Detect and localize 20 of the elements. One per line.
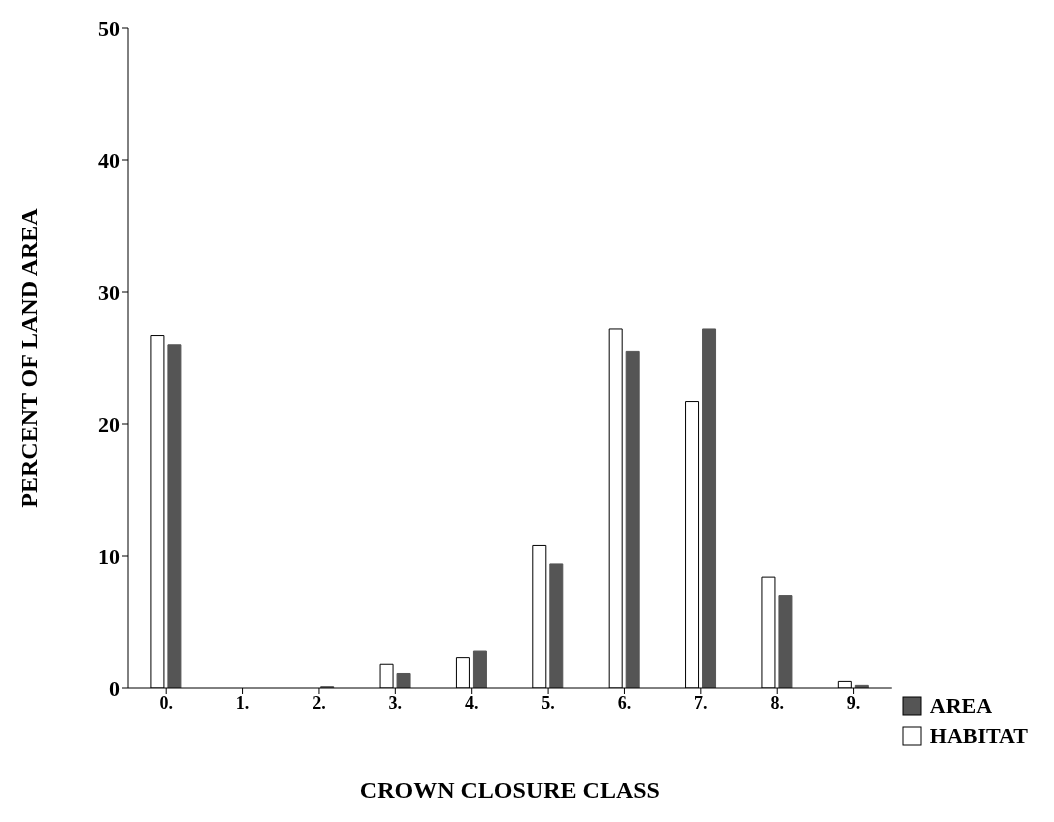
x-tick-label: 6. [617, 692, 632, 713]
x-tick-label: 2. [312, 692, 326, 713]
y-tick-label: 0 [109, 675, 120, 701]
x-tick-label: 1. [235, 692, 250, 713]
y-tick-label: 30 [98, 279, 120, 305]
y-tick-label: 50 [98, 15, 120, 41]
x-tick-label: 8. [770, 692, 784, 713]
y-tick-label: 40 [98, 147, 120, 173]
x-tick-label: 3. [388, 692, 403, 713]
y-tick-label: 10 [98, 543, 120, 569]
legend-label: AREA [929, 693, 993, 719]
x-axis-title: CROWN CLOSURE CLASS [359, 777, 660, 803]
legend-label: HABITAT [929, 723, 1028, 749]
x-tick-label: 7. [694, 692, 708, 713]
x-tick-label: 5. [541, 692, 555, 713]
x-tick-label: 0. [159, 692, 173, 713]
x-tick-label: 9. [846, 692, 861, 713]
y-axis-title: PERCENT OF LAND AREA [15, 207, 42, 508]
y-tick-label: 20 [98, 411, 120, 437]
x-tick-label: 4. [464, 692, 479, 713]
